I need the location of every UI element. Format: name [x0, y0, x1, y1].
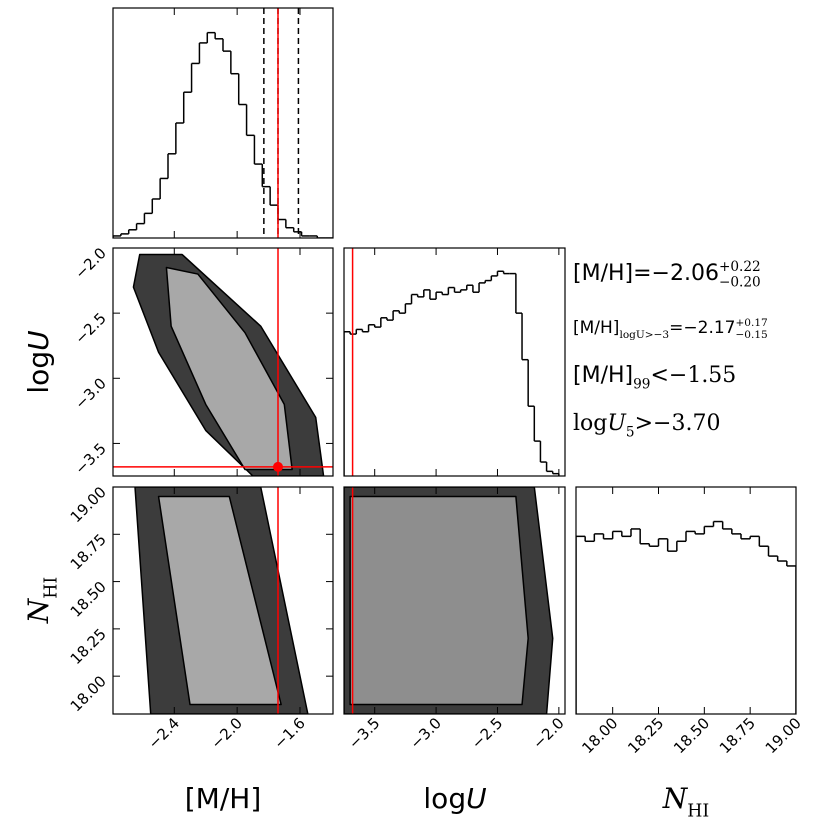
y-axis-label: NHI [22, 577, 61, 625]
label-part: +0.22 [719, 259, 761, 275]
label-part: N [662, 782, 689, 815]
y-tick-label: −2.5 [71, 309, 109, 347]
label-part: 5 [626, 425, 635, 441]
x-tick-label: −3.0 [406, 714, 444, 752]
label-part: log [573, 411, 607, 436]
label-part: =−2.17 [669, 318, 735, 338]
x-tick-label: −2.4 [145, 714, 183, 752]
label-part: U [607, 411, 627, 436]
panel-frame [112, 7, 334, 239]
x-tick-label: 18.75 [716, 714, 759, 757]
panel-frame [343, 247, 566, 477]
x-tick-label: 19.00 [762, 714, 805, 757]
label-part: <−1.55 [650, 363, 736, 388]
y-tick-label: 18.75 [67, 530, 110, 573]
x-tick-label: 18.50 [670, 714, 713, 757]
label-part: [M/H] [573, 318, 619, 338]
label-part: U [22, 330, 55, 351]
truth-point [273, 461, 283, 472]
x-tick-label: 18.00 [578, 714, 621, 757]
y-tick-label: 18.00 [67, 672, 110, 715]
panel [113, 248, 333, 476]
label-part: [M/H]=−2.06 [573, 261, 719, 286]
y-tick-label: −3.0 [71, 374, 109, 412]
x-axis-label: log U [423, 782, 486, 815]
contour-region [165, 266, 293, 471]
panel [344, 487, 554, 714]
panel-frame [112, 247, 334, 477]
label-part: logU>−3 [619, 329, 669, 341]
y-tick-label: −2.0 [71, 244, 109, 282]
x-tick-label: −2.5 [468, 714, 506, 752]
label-part: HI [41, 577, 61, 599]
label-part: 99 [633, 377, 650, 393]
panel-frame [575, 486, 797, 715]
x-tick-label: −2.0 [207, 714, 245, 752]
annotation: [M/H] 99 <−1.55 [573, 363, 736, 393]
x-tick-label: −1.6 [270, 714, 308, 752]
panel-frame [112, 486, 334, 715]
panel [134, 487, 309, 714]
y-axis-label: logU [22, 330, 55, 393]
annotation: [M/H]=−2.06 +0.22−0.20 [573, 259, 761, 291]
x-tick-label: −2.0 [529, 714, 567, 752]
label-part: N [22, 597, 55, 624]
label-part: >−3.70 [635, 411, 721, 436]
y-tick-label: −3.5 [71, 440, 109, 478]
label-part: log [22, 351, 55, 394]
label-part: +0.17 [735, 317, 767, 329]
label-part: −0.15 [735, 329, 767, 341]
panel [344, 248, 560, 476]
y-tick-label: 19.00 [67, 483, 110, 526]
contour-region [349, 495, 529, 706]
label-part: [M/H] [185, 782, 262, 815]
panel-frame [343, 486, 566, 715]
annotation: [M/H] logU>−3 =−2.17 +0.17−0.15 [573, 317, 768, 341]
annotation: log U 5 >−3.70 [573, 411, 720, 441]
x-tick-label: −3.5 [345, 714, 383, 752]
panel [576, 520, 796, 714]
contour-region [157, 495, 282, 706]
label-part: HI [687, 801, 709, 821]
y-tick-label: 18.25 [67, 625, 110, 668]
panel [113, 8, 333, 238]
label-part: [M/H] [573, 363, 633, 388]
y-tick-label: 18.50 [67, 578, 110, 621]
label-part: U [466, 782, 487, 815]
label-part: −0.20 [719, 275, 761, 291]
x-tick-label: 18.25 [624, 714, 667, 757]
x-axis-label: N HI [662, 782, 710, 821]
x-axis-label: [M/H] [185, 782, 262, 815]
label-part: log [423, 782, 466, 815]
